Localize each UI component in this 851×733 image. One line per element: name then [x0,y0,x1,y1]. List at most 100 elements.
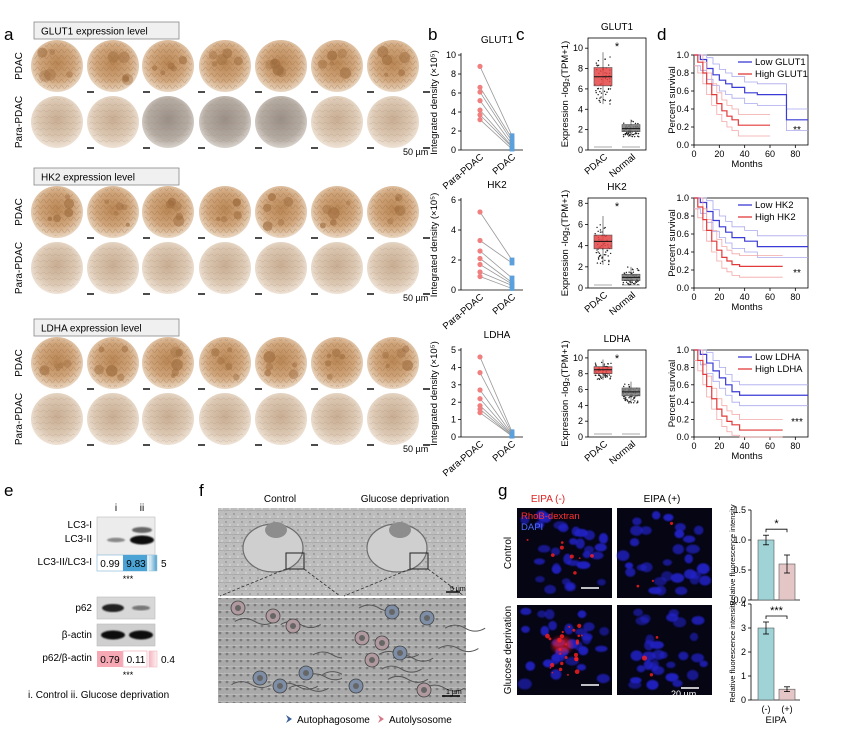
sample-point [599,224,601,226]
tissue-texture [201,188,249,236]
x-tick-label: Para-PDAC [441,439,486,479]
nucleus-blob [550,669,562,680]
tissue-stain [122,74,130,82]
sample-point [632,282,635,285]
chart-title: LDHA [484,330,511,341]
pdac-point [509,433,515,439]
y-tick-label: 0.4 [676,397,689,407]
sample-point [603,365,605,367]
tissue-texture [369,98,417,146]
tissue-stain [283,196,294,207]
tissue-stain [53,363,59,368]
legend-high: High GLUT1 [755,69,808,80]
tissue-stain [178,56,188,65]
survival-curve [694,54,770,126]
tissue-stain [64,194,71,200]
y-tick-label: 4 [578,400,583,410]
y-tick-label: 2 [578,262,583,272]
sample-point [634,122,637,125]
nucleus-blob [535,576,545,583]
x-tick-label: (+) [781,704,792,714]
sample-point [596,88,599,90]
nucleus-blob [517,678,532,690]
sig-bracket [765,528,788,533]
ci-upper [694,197,808,237]
nucleus-blob [558,523,569,533]
dextran-signal [636,584,640,588]
section-header: HK2 expression level [41,173,135,184]
nucleus-blob [551,653,560,665]
para-pdac-point [477,255,483,262]
sample-point [609,56,611,58]
para-pdac-point [477,354,483,360]
sample-point [594,362,597,364]
row-label: Para-PDAC [14,393,25,445]
box [593,234,613,250]
sample-point [634,133,636,135]
column-title: EIPA (-) [531,494,565,505]
nucleus-blob [636,665,646,673]
nucleus-blob [672,679,683,688]
x-tick-label: Normal [607,152,638,180]
tissue-stain [121,345,129,353]
plot-frame [693,197,809,289]
chart-title: HK2 [607,182,627,193]
tissue-stain [394,205,406,216]
sample-point [596,64,598,66]
tissue-stain [49,48,56,56]
section-header: LDHA expression level [41,324,142,335]
tissue-stain [227,347,233,353]
panel-letter-c: c [516,25,525,44]
sample-point [603,375,605,377]
plot-frame [587,37,647,151]
sample-point [622,135,625,138]
sample-point [607,64,610,66]
band-label: LC3-II [65,534,92,545]
tissue-stain [220,215,228,223]
tissue-stain [217,357,225,365]
pdac-point [509,257,515,263]
sample-point [623,397,625,400]
y-tick-label: 4 [741,599,746,609]
sample-point [628,384,630,386]
sample-point [599,231,602,233]
membrane [288,684,329,692]
tissue-texture [313,395,361,443]
ci-lower [694,208,808,258]
tissue-stain [117,373,125,382]
dextran-signal [550,553,555,558]
x-axis-label: EIPA [766,715,788,726]
sample-point [629,400,631,403]
pair-line [479,356,513,432]
y-tick-label: 0.4 [676,104,689,114]
tissue-stain [211,348,220,357]
y-tick-label: 0.0 [676,283,689,293]
pair-line [479,240,513,264]
x-tick-label: 20 [714,149,724,159]
nucleus-blob [576,664,587,671]
lane-legend: i. Control ii. Glucose deprivation [28,690,169,701]
y-tick-label: 0.2 [676,122,689,132]
nucleus-blob [548,620,557,631]
nucleus-blob [582,551,591,559]
y-tick-label: 8 [578,198,583,208]
sample-point [597,251,599,253]
y-tick-label: 1 [741,671,746,681]
pair-line [479,211,513,261]
dextran-signal [641,655,648,661]
tissue-stain [121,73,134,86]
nucleus-blob [569,538,578,545]
nucleus-blob [684,554,693,564]
sample-point [602,98,605,101]
tissue-texture [33,244,81,292]
sig-bracket [765,615,788,619]
tissue-stain [331,348,341,358]
pair-line [479,250,513,279]
x-tick-label: 20 [714,292,724,302]
x-tick-label: 60 [765,292,775,302]
sample-point [625,271,628,274]
nucleus-blob [684,569,697,580]
nucleus-blob [686,669,699,681]
nucleus-blob [537,610,547,618]
y-tick-label: 4 [578,241,583,251]
